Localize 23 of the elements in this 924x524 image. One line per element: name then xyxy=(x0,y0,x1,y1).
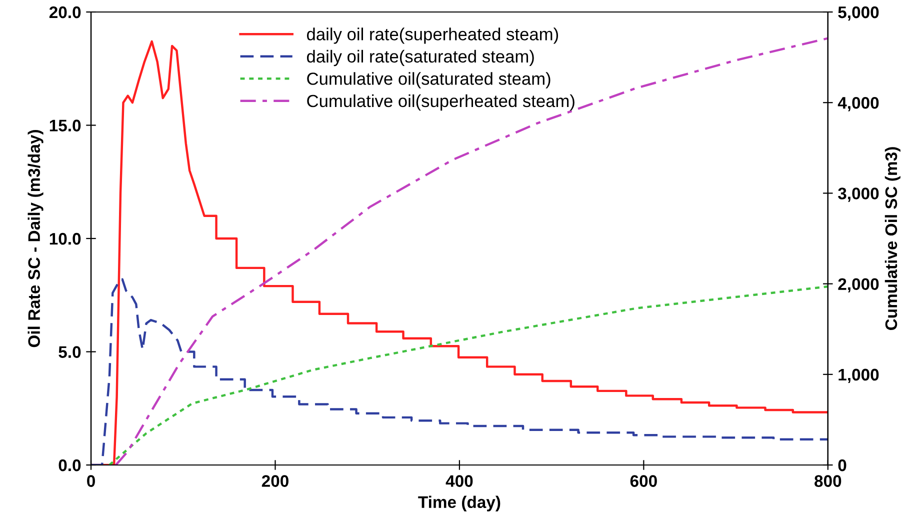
x-axis-title: Time (day) xyxy=(418,496,500,512)
y2-tick-label: 2,000 xyxy=(838,278,879,292)
x-tick-label: 0 xyxy=(87,475,95,487)
y-tick-label: 10.0 xyxy=(50,232,81,245)
legend-label: daily oil rate(superheated steam) xyxy=(306,28,558,44)
legend-label: daily oil rate(saturated steam) xyxy=(306,50,534,66)
legend-label: Cumulative oil(saturated steam) xyxy=(307,72,550,88)
y2-tick-label: 1,000 xyxy=(838,368,879,384)
y-tick-label: 15.0 xyxy=(50,120,81,132)
y-tick-label: 0.0 xyxy=(58,459,81,472)
x-tick-label: 400 xyxy=(446,475,473,487)
x-tick-label: 800 xyxy=(814,475,842,487)
y2-tick-label: 4,000 xyxy=(838,97,879,112)
y-tick-label: 20.0 xyxy=(49,6,81,18)
legend-label: Cumulative oil(superheated steam) xyxy=(307,94,574,111)
y2-tick-label: 3,000 xyxy=(838,188,879,202)
y-axis-title: Oil Rate SC - Daily (m3/day) xyxy=(28,130,44,348)
x-tick-label: 600 xyxy=(630,475,657,487)
y2-tick-label: 0 xyxy=(838,459,846,472)
y2-axis-title: Cumulative Oil SC (m3) xyxy=(884,147,900,330)
y2-tick-label: 5,000 xyxy=(838,6,879,21)
y-tick-label: 5.0 xyxy=(58,346,81,358)
x-tick-label: 200 xyxy=(262,475,288,487)
